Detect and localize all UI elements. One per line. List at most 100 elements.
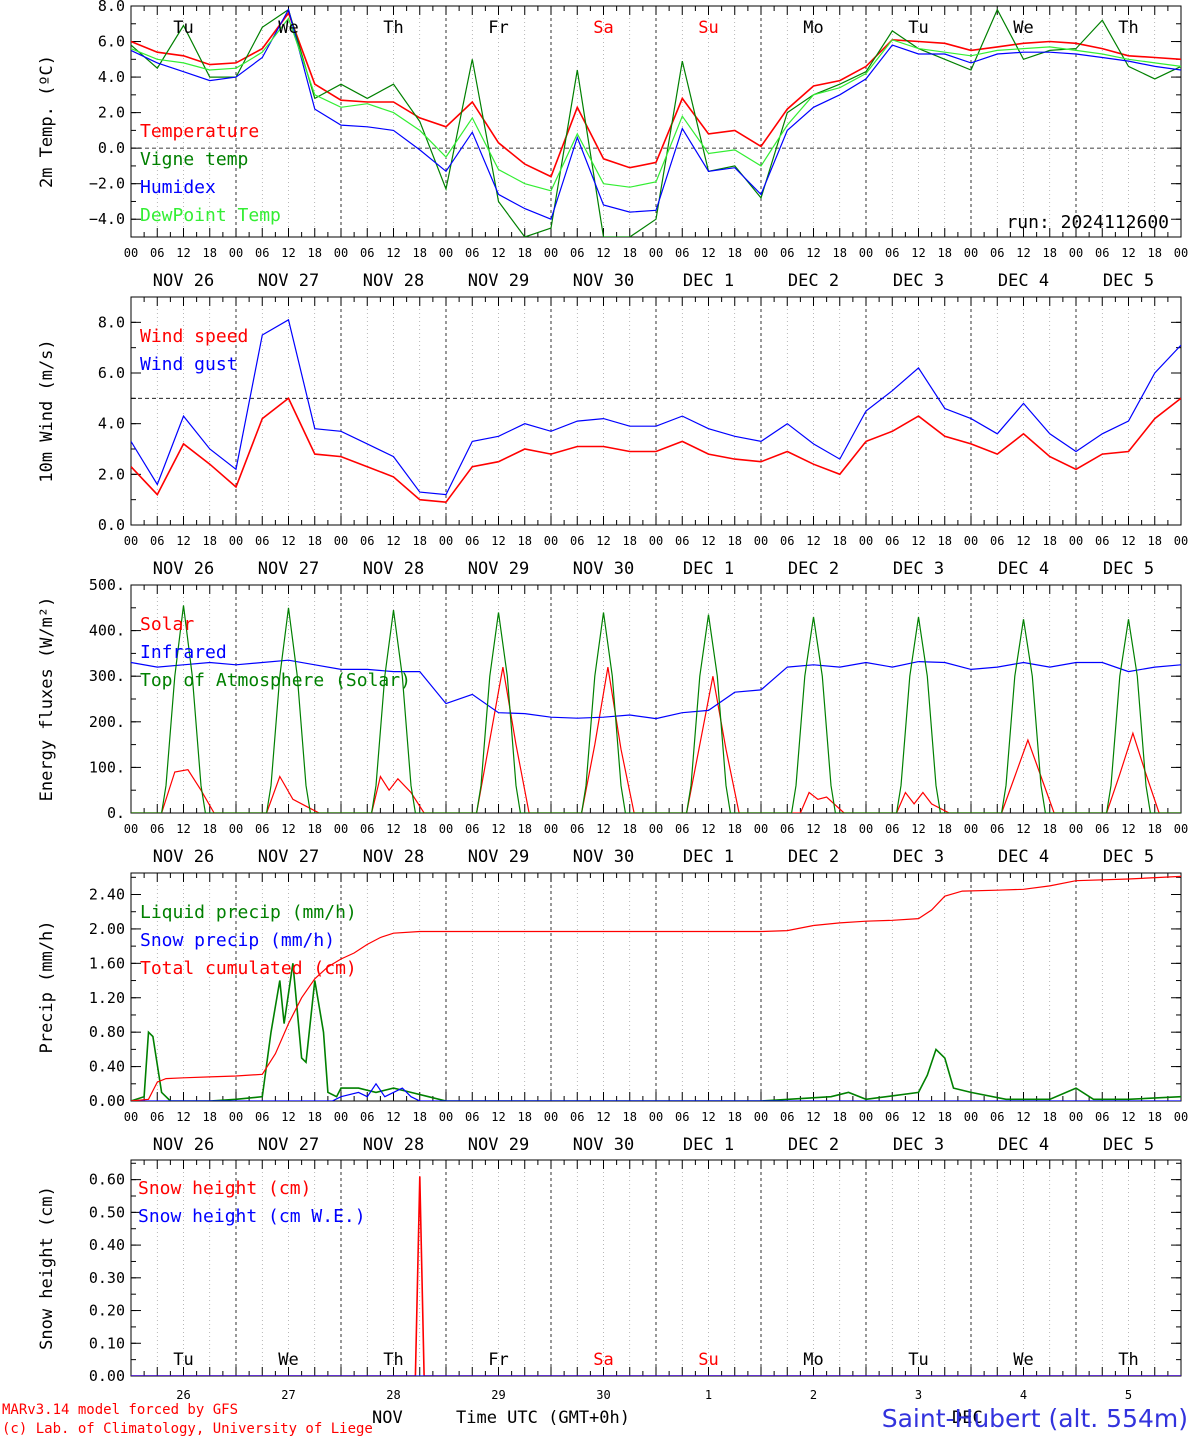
weekday-label: We bbox=[278, 18, 298, 38]
legend-entry: Wind speed bbox=[140, 326, 248, 347]
hour-label: 06 bbox=[780, 1110, 794, 1124]
series-line-wind-gust bbox=[131, 318, 1181, 496]
date-label: NOV 30 bbox=[573, 1135, 634, 1155]
day-number: 27 bbox=[281, 1388, 295, 1402]
date-label: DEC 2 bbox=[788, 847, 839, 867]
hour-label: 00 bbox=[964, 246, 978, 260]
hour-label: 12 bbox=[596, 534, 610, 548]
weekday-label: Mo bbox=[803, 18, 823, 38]
hour-label: 06 bbox=[255, 246, 269, 260]
hour-label: 00 bbox=[754, 822, 768, 836]
hour-label: 00 bbox=[1174, 246, 1188, 260]
date-label: NOV 26 bbox=[153, 271, 214, 291]
y-tick-label: 6.0 bbox=[98, 33, 125, 51]
y-tick-label: 0.10 bbox=[89, 1334, 125, 1352]
panel-5: 0.60 0.50 0.40 0.30 0.20 0.10 0.00 Snow height … bbox=[37, 1159, 1182, 1402]
date-label: DEC 2 bbox=[788, 271, 839, 291]
hour-label: 18 bbox=[938, 246, 952, 260]
date-label: DEC 3 bbox=[893, 1135, 944, 1155]
hour-label: 18 bbox=[413, 1110, 427, 1124]
hour-label: 00 bbox=[334, 246, 348, 260]
y-tick-label: 0.00 bbox=[89, 1367, 125, 1385]
hour-label: 18 bbox=[413, 822, 427, 836]
day-number: 28 bbox=[386, 1388, 400, 1402]
hour-label: 18 bbox=[938, 534, 952, 548]
hour-label: 06 bbox=[1095, 534, 1109, 548]
y-tick-label: 8.0 bbox=[98, 0, 125, 15]
credit-lab: (c) Lab. of Climatology, University of L… bbox=[2, 1421, 373, 1437]
time-axis-label: Time UTC (GMT+0h) bbox=[456, 1408, 630, 1428]
hour-label: 18 bbox=[518, 1110, 532, 1124]
legend-entry: Snow height (cm) bbox=[138, 1178, 311, 1199]
hour-label: 06 bbox=[570, 246, 584, 260]
hour-label: 06 bbox=[1095, 1110, 1109, 1124]
y-axis-label: Snow height (cm) bbox=[37, 1186, 57, 1350]
legend-entry: Top of Atmosphere (Solar) bbox=[140, 670, 411, 691]
y-tick-label: 500. bbox=[89, 576, 125, 594]
credit-model: MARv3.14 model forced by GFS bbox=[2, 1402, 238, 1418]
hour-label: 00 bbox=[439, 1110, 453, 1124]
hour-label: 12 bbox=[386, 246, 400, 260]
hour-label: 00 bbox=[964, 534, 978, 548]
day-number: 1 bbox=[705, 1388, 712, 1402]
hour-label: 12 bbox=[1016, 534, 1030, 548]
y-tick-label: 2.00 bbox=[89, 920, 125, 938]
hour-label: 12 bbox=[596, 246, 610, 260]
hour-label: 00 bbox=[439, 534, 453, 548]
y-tick-label: 6.0 bbox=[98, 364, 125, 382]
hour-label: 18 bbox=[308, 1110, 322, 1124]
panel-4: 2.40 2.00 1.60 1.20 0.80 0.40 0.00 Precip (mm/h… bbox=[37, 872, 1188, 1155]
panel-3: 500. 400. 300. 200. 100. 0. Energy fluxes (W/m… bbox=[37, 576, 1188, 867]
hour-label: 12 bbox=[701, 1110, 715, 1124]
hour-label: 12 bbox=[701, 246, 715, 260]
date-label: DEC 1 bbox=[683, 271, 734, 291]
legend-entry: Snow precip (mm/h) bbox=[140, 930, 335, 951]
weekday-label: Su bbox=[698, 1350, 718, 1370]
hour-label: 06 bbox=[885, 822, 899, 836]
hour-label: 12 bbox=[491, 822, 505, 836]
hour-label: 00 bbox=[1069, 1110, 1083, 1124]
hour-label: 00 bbox=[124, 246, 138, 260]
legend-entry: Snow height (cm W.E.) bbox=[138, 1206, 366, 1227]
y-tick-label: 0. bbox=[107, 804, 125, 822]
hour-label: 06 bbox=[570, 822, 584, 836]
hour-label: 06 bbox=[780, 822, 794, 836]
hour-label: 12 bbox=[1016, 822, 1030, 836]
legend-entry: Total cumulated (cm) bbox=[140, 958, 357, 979]
y-tick-label: 300. bbox=[89, 667, 125, 685]
date-label: DEC 2 bbox=[788, 1135, 839, 1155]
day-number: 30 bbox=[596, 1388, 610, 1402]
date-label: DEC 1 bbox=[683, 559, 734, 579]
legend-entry: Infrared bbox=[140, 642, 227, 663]
y-tick-label: −2.0 bbox=[89, 175, 125, 193]
hour-label: 06 bbox=[150, 822, 164, 836]
hour-label: 18 bbox=[518, 246, 532, 260]
hour-label: 06 bbox=[150, 1110, 164, 1124]
date-label: NOV 30 bbox=[573, 559, 634, 579]
series-line-snow-height-cm- bbox=[131, 1176, 1181, 1376]
hour-label: 12 bbox=[281, 246, 295, 260]
y-tick-label: 4.0 bbox=[98, 415, 125, 433]
series-line-humidex bbox=[131, 7, 1181, 220]
date-label: DEC 5 bbox=[1103, 271, 1154, 291]
series-line-dewpoint-temp bbox=[131, 17, 1181, 192]
y-axis-label: Precip (mm/h) bbox=[37, 920, 57, 1053]
hour-label: 18 bbox=[1148, 822, 1162, 836]
weekday-label: We bbox=[1013, 18, 1033, 38]
hour-label: 06 bbox=[990, 246, 1004, 260]
hour-label: 06 bbox=[465, 534, 479, 548]
hour-label: 00 bbox=[964, 1110, 978, 1124]
hour-label: 00 bbox=[964, 822, 978, 836]
hour-label: 18 bbox=[1043, 246, 1057, 260]
hour-label: 00 bbox=[859, 1110, 873, 1124]
hour-label: 00 bbox=[229, 822, 243, 836]
hour-label: 12 bbox=[911, 246, 925, 260]
date-label: NOV 29 bbox=[468, 559, 529, 579]
hour-label: 00 bbox=[754, 534, 768, 548]
month-label-nov: NOV bbox=[372, 1408, 403, 1428]
hour-label: 00 bbox=[754, 1110, 768, 1124]
month-label-dec: DEC bbox=[952, 1408, 983, 1428]
hour-label: 12 bbox=[386, 822, 400, 836]
weekday-label: Fr bbox=[488, 18, 508, 38]
hour-label: 18 bbox=[308, 822, 322, 836]
